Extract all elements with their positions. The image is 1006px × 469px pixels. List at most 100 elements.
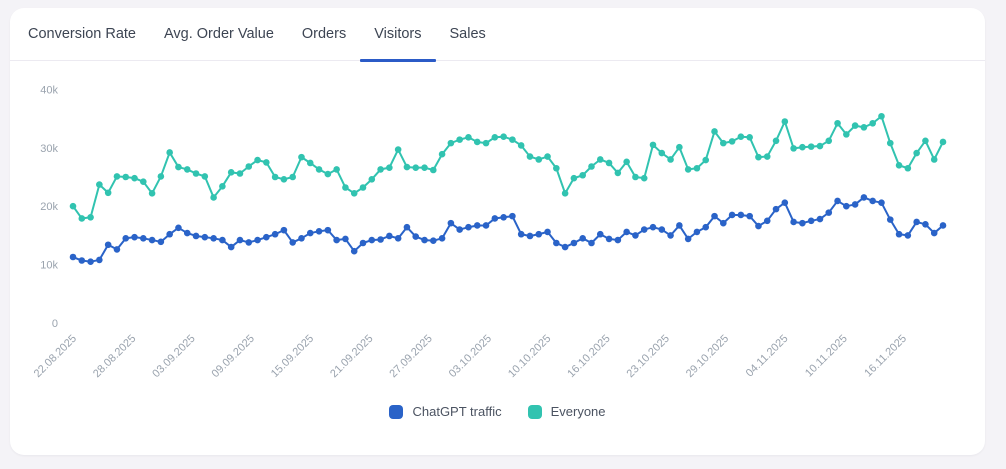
data-point[interactable] <box>799 143 806 151</box>
data-point[interactable] <box>122 173 130 181</box>
data-point[interactable] <box>386 232 393 240</box>
data-point[interactable] <box>140 235 147 242</box>
data-point[interactable] <box>517 142 525 149</box>
data-point[interactable] <box>482 222 490 229</box>
data-point[interactable] <box>386 164 393 171</box>
data-point[interactable] <box>306 229 314 237</box>
data-point[interactable] <box>553 239 560 247</box>
data-point[interactable] <box>570 239 578 247</box>
data-point[interactable] <box>913 149 920 157</box>
data-point[interactable] <box>535 156 543 163</box>
data-point[interactable] <box>473 222 481 229</box>
data-point[interactable] <box>271 230 279 238</box>
data-point[interactable] <box>175 163 182 171</box>
data-point[interactable] <box>421 236 428 244</box>
data-point[interactable] <box>315 228 323 235</box>
data-point[interactable] <box>465 223 472 231</box>
data-point[interactable] <box>333 236 340 244</box>
data-point[interactable] <box>78 257 86 264</box>
data-point[interactable] <box>271 173 279 181</box>
data-point[interactable] <box>131 174 138 182</box>
data-point[interactable] <box>438 150 446 158</box>
data-point[interactable] <box>219 236 226 244</box>
data-point[interactable] <box>280 226 288 234</box>
data-point[interactable] <box>394 235 402 242</box>
data-point[interactable] <box>350 247 358 255</box>
data-point[interactable] <box>430 166 437 174</box>
data-point[interactable] <box>210 235 217 242</box>
data-point[interactable] <box>614 236 622 244</box>
data-point[interactable] <box>280 176 288 183</box>
data-point[interactable] <box>702 223 710 231</box>
data-point[interactable] <box>904 164 912 172</box>
tab-conversion-rate[interactable]: Conversion Rate <box>14 8 150 60</box>
data-point[interactable] <box>878 199 885 206</box>
data-point[interactable] <box>245 163 253 170</box>
data-point[interactable] <box>667 156 674 163</box>
data-point[interactable] <box>526 153 534 160</box>
data-point[interactable] <box>605 159 613 167</box>
data-point[interactable] <box>509 212 516 220</box>
data-point[interactable] <box>834 119 841 127</box>
data-point[interactable] <box>377 236 384 243</box>
data-point[interactable] <box>342 184 349 191</box>
data-point[interactable] <box>289 239 297 246</box>
data-point[interactable] <box>851 201 859 208</box>
data-point[interactable] <box>438 235 446 242</box>
data-point[interactable] <box>816 142 824 150</box>
data-point[interactable] <box>148 190 156 197</box>
data-point[interactable] <box>491 215 499 222</box>
data-point[interactable] <box>104 189 112 197</box>
data-point[interactable] <box>192 170 200 177</box>
data-point[interactable] <box>904 232 912 239</box>
data-point[interactable] <box>201 233 209 241</box>
data-point[interactable] <box>412 164 420 171</box>
data-point[interactable] <box>632 173 639 181</box>
data-point[interactable] <box>676 143 683 151</box>
data-point[interactable] <box>227 169 235 176</box>
data-point[interactable] <box>544 153 551 160</box>
data-point[interactable] <box>596 230 604 238</box>
data-point[interactable] <box>623 228 630 236</box>
data-point[interactable] <box>368 236 376 244</box>
data-point[interactable] <box>298 153 305 161</box>
data-point[interactable] <box>913 218 920 226</box>
data-point[interactable] <box>860 124 868 131</box>
data-point[interactable] <box>526 232 534 240</box>
data-point[interactable] <box>491 133 499 141</box>
data-point[interactable] <box>772 137 780 145</box>
data-point[interactable] <box>298 235 305 242</box>
data-point[interactable] <box>430 237 437 244</box>
data-point[interactable] <box>359 239 367 247</box>
data-point[interactable] <box>183 166 191 173</box>
data-point[interactable] <box>843 131 850 138</box>
data-point[interactable] <box>851 122 859 129</box>
data-point[interactable] <box>834 197 841 205</box>
data-point[interactable] <box>535 230 543 238</box>
legend-item-everyone[interactable]: Everyone <box>527 404 606 419</box>
data-point[interactable] <box>588 239 595 247</box>
data-point[interactable] <box>728 138 736 145</box>
data-point[interactable] <box>263 159 270 166</box>
tab-sales[interactable]: Sales <box>436 8 500 60</box>
data-point[interactable] <box>166 230 173 238</box>
data-point[interactable] <box>649 141 657 149</box>
tab-visitors[interactable]: Visitors <box>360 8 436 62</box>
data-point[interactable] <box>658 226 666 233</box>
data-point[interactable] <box>711 128 718 135</box>
data-point[interactable] <box>755 153 762 161</box>
data-point[interactable] <box>737 133 745 140</box>
data-point[interactable] <box>210 194 217 201</box>
data-point[interactable] <box>131 233 138 241</box>
data-point[interactable] <box>324 226 332 234</box>
data-point[interactable] <box>350 190 358 197</box>
data-point[interactable] <box>175 224 182 232</box>
data-point[interactable] <box>895 162 903 169</box>
data-point[interactable] <box>447 139 455 147</box>
data-point[interactable] <box>500 133 507 140</box>
data-point[interactable] <box>667 232 674 239</box>
data-point[interactable] <box>236 236 244 244</box>
data-point[interactable] <box>359 184 367 191</box>
data-point[interactable] <box>113 173 121 180</box>
data-point[interactable] <box>517 230 525 238</box>
